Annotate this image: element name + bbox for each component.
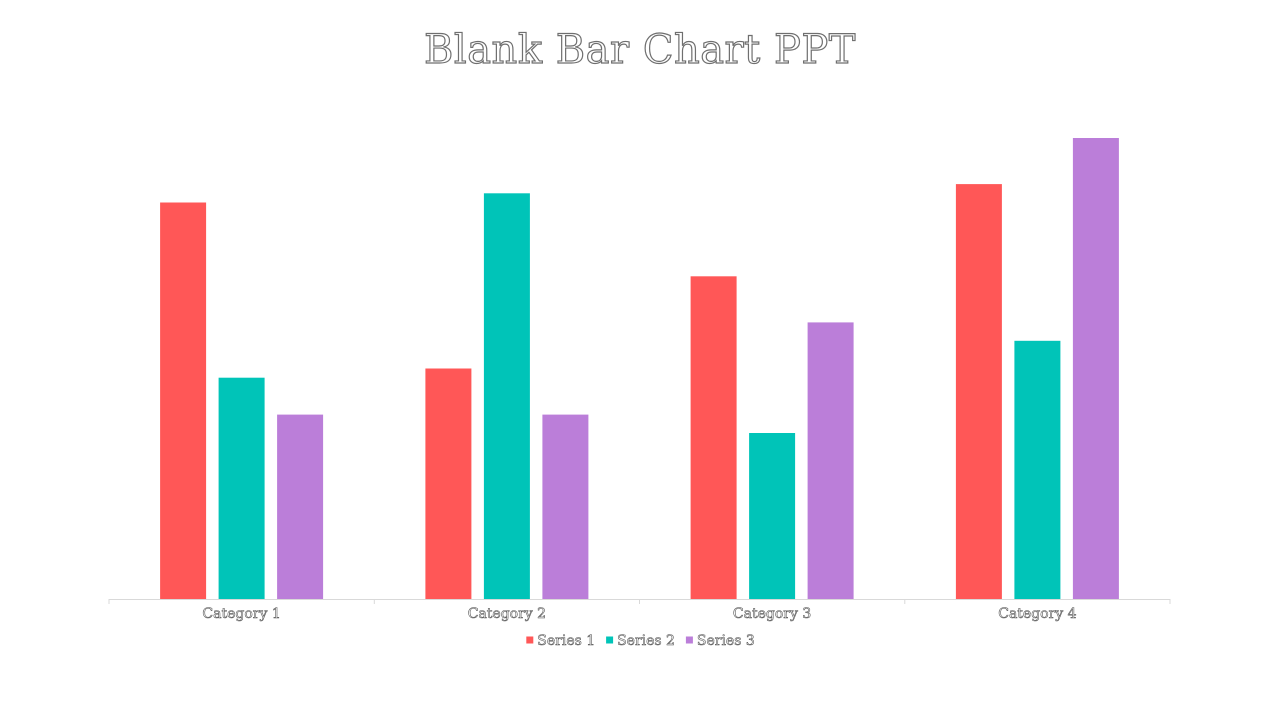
- bar-2-2: [483, 193, 530, 600]
- x-tick-label: Category 4: [998, 606, 1076, 622]
- bar-1-2: [425, 368, 472, 599]
- chart-title: Blank Bar Chart PPT: [423, 26, 856, 73]
- bar-1-4: [955, 184, 1002, 599]
- bars-layer: [160, 138, 1119, 600]
- legend-label-2: Series 2: [617, 633, 675, 649]
- x-axis: Category 1 Category 2 Category 3 Category 4: [108, 599, 1171, 622]
- bar-3-3: [807, 322, 854, 599]
- bar-1-3: [690, 276, 737, 599]
- legend-label-1: Series 1: [537, 633, 595, 649]
- legend-swatch-3: [685, 636, 693, 644]
- legend-swatch-2: [606, 636, 614, 644]
- bar-2-4: [1014, 340, 1061, 599]
- legend-swatch-1: [526, 636, 534, 644]
- bar-2-3: [749, 433, 796, 599]
- legend: Series 1 Series 2 Series 3: [526, 633, 755, 649]
- bar-3-2: [542, 414, 589, 599]
- x-tick-label: Category 2: [468, 606, 546, 622]
- bar-1-1: [160, 202, 207, 599]
- bar-3-1: [277, 414, 324, 599]
- x-tick-label: Category 3: [733, 606, 811, 622]
- x-tick-label: Category 1: [202, 606, 280, 622]
- legend-label-3: Series 3: [697, 633, 755, 649]
- bar-2-1: [218, 377, 265, 599]
- bar-3-4: [1072, 138, 1119, 599]
